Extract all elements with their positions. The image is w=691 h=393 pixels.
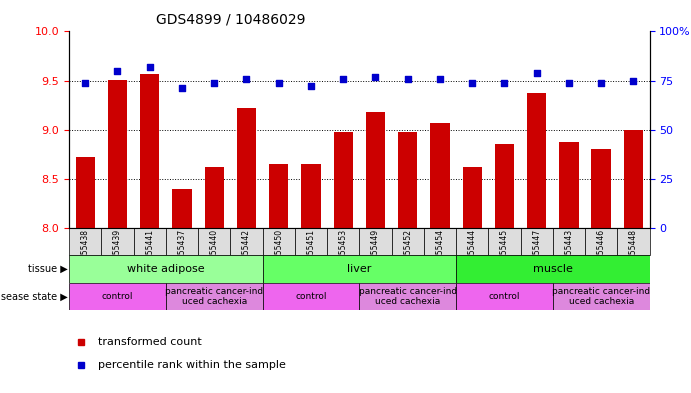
Point [402,75,413,82]
Point [112,68,123,74]
FancyBboxPatch shape [456,228,489,255]
FancyBboxPatch shape [553,283,650,310]
FancyBboxPatch shape [617,228,650,255]
Bar [75,157,95,228]
Point [596,79,607,86]
FancyBboxPatch shape [392,228,424,255]
Bar [462,167,482,228]
FancyBboxPatch shape [102,228,133,255]
Point [305,83,316,90]
FancyBboxPatch shape [198,228,230,255]
FancyBboxPatch shape [166,283,263,310]
Point [466,79,477,86]
Text: tissue ▶: tissue ▶ [28,264,68,274]
FancyBboxPatch shape [585,228,617,255]
Text: GSM1255448: GSM1255448 [629,229,638,280]
FancyBboxPatch shape [263,255,456,283]
Text: control: control [489,292,520,301]
Bar [237,108,256,228]
FancyBboxPatch shape [69,283,166,310]
Text: GSM1255450: GSM1255450 [274,229,283,281]
FancyBboxPatch shape [295,228,327,255]
Text: white adipose: white adipose [127,264,205,274]
Bar [108,80,127,228]
Text: GSM1255443: GSM1255443 [565,229,574,281]
Bar [334,132,353,228]
Point [79,79,91,86]
Bar [527,94,547,228]
FancyBboxPatch shape [520,228,553,255]
Text: GSM1255442: GSM1255442 [242,229,251,280]
Text: GSM1255438: GSM1255438 [81,229,90,280]
Text: GSM1255446: GSM1255446 [596,229,606,281]
Bar [301,164,321,228]
Bar [366,112,385,228]
FancyBboxPatch shape [456,283,553,310]
Text: disease state ▶: disease state ▶ [0,292,68,302]
Text: GSM1255453: GSM1255453 [339,229,348,281]
Text: percentile rank within the sample: percentile rank within the sample [98,360,286,371]
Text: GSM1255447: GSM1255447 [532,229,541,281]
Bar [269,164,288,228]
Point [273,79,284,86]
Text: GSM1255444: GSM1255444 [468,229,477,281]
FancyBboxPatch shape [263,283,359,310]
FancyBboxPatch shape [133,228,166,255]
Text: GSM1255451: GSM1255451 [306,229,316,280]
FancyBboxPatch shape [327,228,359,255]
Bar [624,130,643,228]
FancyBboxPatch shape [359,283,456,310]
Text: GSM1255452: GSM1255452 [403,229,413,280]
FancyBboxPatch shape [69,228,102,255]
Text: GDS4899 / 10486029: GDS4899 / 10486029 [156,12,305,26]
Point [563,79,574,86]
Text: GSM1255439: GSM1255439 [113,229,122,281]
Bar [591,149,611,228]
Text: GSM1255445: GSM1255445 [500,229,509,281]
FancyBboxPatch shape [489,228,520,255]
FancyBboxPatch shape [263,228,295,255]
Text: GSM1255454: GSM1255454 [435,229,444,281]
Point [370,73,381,80]
Text: control: control [102,292,133,301]
Point [338,75,349,82]
Text: GSM1255437: GSM1255437 [178,229,187,281]
Text: GSM1255449: GSM1255449 [371,229,380,281]
Point [499,79,510,86]
Point [628,77,639,84]
Point [241,75,252,82]
Point [176,85,187,92]
Bar [140,74,160,228]
Text: liver: liver [347,264,372,274]
Text: pancreatic cancer-ind
uced cachexia: pancreatic cancer-ind uced cachexia [552,287,650,307]
FancyBboxPatch shape [456,255,650,283]
Text: control: control [295,292,327,301]
Text: GSM1255440: GSM1255440 [209,229,219,281]
Text: GSM1255441: GSM1255441 [145,229,154,280]
Point [144,64,155,70]
Bar [495,145,514,228]
Text: transformed count: transformed count [98,337,202,347]
FancyBboxPatch shape [166,228,198,255]
FancyBboxPatch shape [424,228,456,255]
FancyBboxPatch shape [359,228,392,255]
Text: pancreatic cancer-ind
uced cachexia: pancreatic cancer-ind uced cachexia [359,287,457,307]
Point [435,75,446,82]
FancyBboxPatch shape [553,228,585,255]
Bar [559,143,578,228]
FancyBboxPatch shape [69,255,263,283]
Bar [430,123,450,228]
Bar [398,132,417,228]
Bar [172,189,191,228]
Bar [205,167,224,228]
FancyBboxPatch shape [230,228,263,255]
Text: pancreatic cancer-ind
uced cachexia: pancreatic cancer-ind uced cachexia [165,287,263,307]
Text: muscle: muscle [533,264,573,274]
Point [531,70,542,76]
Point [209,79,220,86]
